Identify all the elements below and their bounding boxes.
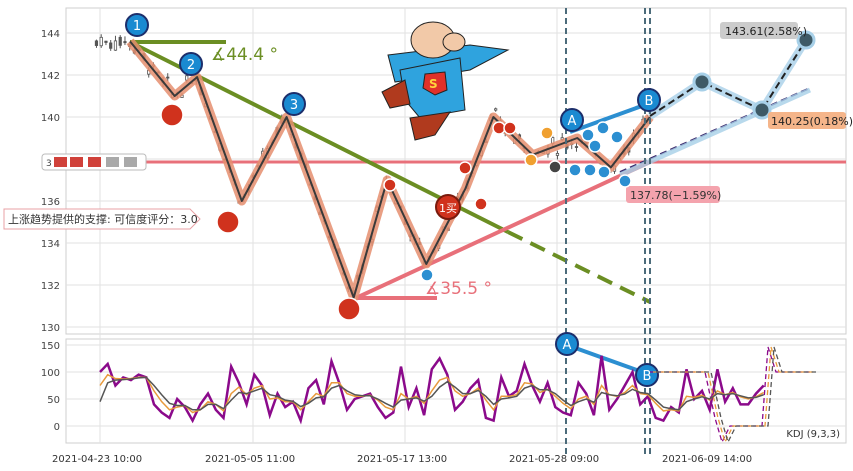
kdj-y-tick-label: 150 — [41, 341, 60, 352]
y-tick-label: 144 — [41, 29, 60, 40]
wave-label-3: 3 — [282, 92, 306, 116]
pattern-marker — [610, 130, 624, 144]
kdj-line — [99, 376, 764, 411]
kdj-legend: KDJ (9,3,3) — [786, 429, 840, 440]
candle-body — [574, 146, 579, 148]
candle-body — [166, 76, 170, 79]
projection-node — [692, 72, 712, 92]
axes: 1301321341361381401421440501001502021-04… — [41, 29, 752, 465]
y-tick-label: 132 — [41, 281, 60, 292]
kdj-line — [99, 373, 765, 414]
candle-body — [123, 41, 127, 44]
svg-text:B: B — [643, 369, 652, 384]
pattern-marker — [568, 163, 582, 177]
svg-text:2: 2 — [187, 58, 195, 73]
projection-path-upper — [649, 39, 807, 117]
target-label-lower: 137.78(−1.59%) — [626, 186, 721, 203]
kdj-projection — [650, 346, 810, 444]
pattern-marker — [524, 153, 538, 167]
kdj-projection — [656, 346, 816, 444]
projection-node — [796, 30, 816, 50]
candle-body — [99, 36, 103, 47]
x-tick-label: 2021-06-09 14:00 — [662, 454, 752, 465]
pattern-marker — [583, 163, 597, 177]
pattern-marker — [420, 268, 434, 282]
trendline-1-dashed — [507, 230, 651, 304]
pattern-marker — [540, 126, 554, 140]
x-tick-label: 2021-05-28 09:00 — [509, 454, 599, 465]
kdj-projection — [653, 346, 813, 444]
y-tick-label: 134 — [41, 239, 60, 250]
horizontal-line-label: 3 — [41, 153, 147, 171]
pattern-marker — [588, 139, 602, 153]
svg-text:3: 3 — [46, 159, 52, 169]
svg-text:1: 1 — [133, 19, 141, 34]
superdog-mascot: S — [381, 21, 510, 141]
pattern-marker — [581, 128, 595, 142]
y-tick-label: 130 — [41, 323, 60, 334]
candle-body — [109, 42, 113, 49]
candle-body — [104, 40, 108, 43]
svg-text:137.78(−1.59%): 137.78(−1.59%) — [630, 189, 721, 202]
y-tick-label: 142 — [41, 71, 60, 82]
wave-label-a: A — [560, 108, 584, 132]
pattern-marker — [216, 210, 240, 234]
x-tick-label: 2021-05-05 11:00 — [205, 454, 295, 465]
svg-text:B: B — [645, 94, 654, 109]
pattern-marker — [596, 121, 610, 135]
pattern-marker — [458, 161, 472, 175]
svg-text:143.61(2.58%): 143.61(2.58%) — [725, 25, 807, 38]
x-tick-label: 2021-04-23 10:00 — [52, 454, 142, 465]
candle-body — [94, 40, 99, 46]
candle-body — [113, 40, 118, 51]
pattern-marker — [597, 165, 611, 179]
kdj-wave-label-a: A — [555, 332, 579, 356]
ab-connector-kdj — [566, 343, 646, 375]
svg-text:1买: 1买 — [439, 202, 457, 215]
candle-body — [118, 36, 122, 46]
wave-label-2: 2 — [179, 52, 203, 76]
svg-text:A: A — [563, 338, 572, 353]
target-label-mid: 140.25(0.18%) — [768, 112, 853, 129]
x-tick-label: 2021-05-17 13:00 — [357, 454, 447, 465]
kdj-wave-label-b: B — [635, 363, 659, 387]
svg-text:A: A — [568, 114, 577, 129]
candle-body — [494, 108, 498, 111]
projection-node — [752, 100, 772, 120]
pattern-markers — [160, 103, 632, 321]
wave-path — [129, 40, 651, 299]
kdj-y-tick-label: 50 — [47, 395, 60, 406]
projection-band — [618, 87, 812, 178]
support-line — [355, 160, 651, 300]
buy-signal-label: 1买 — [435, 194, 461, 220]
y-tick-label: 136 — [41, 197, 60, 208]
kdj-series — [99, 346, 816, 444]
kdj-y-tick-label: 100 — [41, 368, 60, 379]
pattern-marker — [337, 297, 361, 321]
ab-connector-main — [569, 101, 651, 134]
angle-label-1: ∡44.4 ° — [211, 45, 278, 65]
pattern-marker — [492, 121, 506, 135]
pattern-marker — [548, 160, 562, 174]
kdj-y-tick-label: 0 — [54, 422, 60, 433]
wave-label-1: 1 — [125, 13, 149, 37]
kdj-line — [99, 355, 765, 425]
wave-label-b: B — [637, 88, 661, 112]
support-label: 上涨趋势提供的支撑: 可信度评分：3.0 — [8, 212, 198, 226]
y-tick-label: 140 — [41, 113, 60, 124]
pattern-marker — [474, 197, 488, 211]
pattern-marker — [503, 121, 517, 135]
pattern-marker — [160, 103, 184, 127]
svg-text:S: S — [429, 77, 438, 91]
support-label-box: 上涨趋势提供的支撑: 可信度评分：3.0 — [3, 208, 201, 230]
candle-body — [555, 153, 560, 156]
target-label-upper: 143.61(2.58%) — [720, 22, 807, 39]
svg-text:140.25(0.18%): 140.25(0.18%) — [771, 115, 853, 128]
svg-text:3: 3 — [290, 98, 298, 113]
pattern-marker — [383, 178, 397, 192]
pattern-marker — [618, 174, 632, 188]
angle-label-2: ∡35.5 ° — [425, 279, 492, 299]
